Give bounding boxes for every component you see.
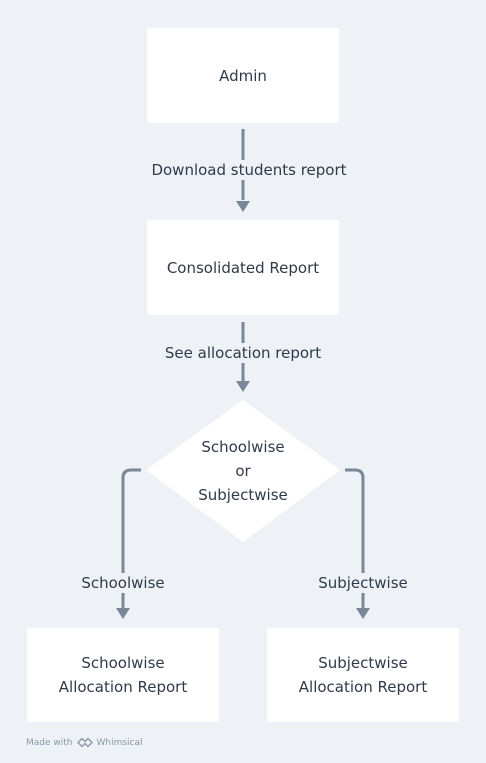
subjectwise-report-line-2: Allocation Report: [298, 678, 428, 696]
watermark-brand: Whimsical: [96, 737, 143, 748]
node-consolidated-report: Consolidated Report: [147, 220, 339, 315]
arrowhead: [236, 201, 250, 212]
edge-label-subjectwise: Subjectwise: [303, 573, 423, 593]
node-admin: Admin: [147, 28, 339, 123]
subjectwise-report-line-1: Subjectwise: [318, 654, 408, 672]
arrowhead: [236, 381, 250, 392]
edge-label-schoolwise-text: Schoolwise: [81, 574, 165, 592]
whimsical-logo-icon: [76, 737, 93, 748]
arrowhead: [116, 608, 130, 619]
node-admin-label: Admin: [219, 66, 267, 85]
connector-decision-subjectwise: [345, 468, 365, 608]
decision-line-1: Schoolwise: [201, 438, 285, 456]
node-consolidated-label: Consolidated Report: [166, 258, 320, 277]
edge-label-download-text: Download students report: [151, 161, 347, 179]
watermark[interactable]: Made with Whimsical: [26, 737, 143, 748]
node-schoolwise-report: Schoolwise Allocation Report: [27, 628, 219, 722]
edge-label-subjectwise-text: Subjectwise: [318, 574, 408, 592]
schoolwise-report-line-2: Allocation Report: [58, 678, 188, 696]
edge-label-see-allocation-text: See allocation report: [164, 344, 322, 362]
watermark-prefix: Made with: [26, 737, 73, 748]
decision-line-2: or: [235, 462, 251, 480]
edge-label-see-allocation: See allocation report: [152, 343, 334, 363]
edge-label-download: Download students report: [131, 160, 367, 180]
decision-line-3: Subjectwise: [198, 486, 288, 504]
edge-label-schoolwise: Schoolwise: [68, 573, 178, 593]
arrowhead: [356, 608, 370, 619]
node-subjectwise-report: Subjectwise Allocation Report: [267, 628, 459, 722]
schoolwise-report-line-1: Schoolwise: [81, 654, 165, 672]
node-decision-label: Schoolwise or Subjectwise: [171, 435, 315, 507]
decision-diamond: [146, 400, 340, 542]
connector-decision-schoolwise: [121, 468, 141, 608]
